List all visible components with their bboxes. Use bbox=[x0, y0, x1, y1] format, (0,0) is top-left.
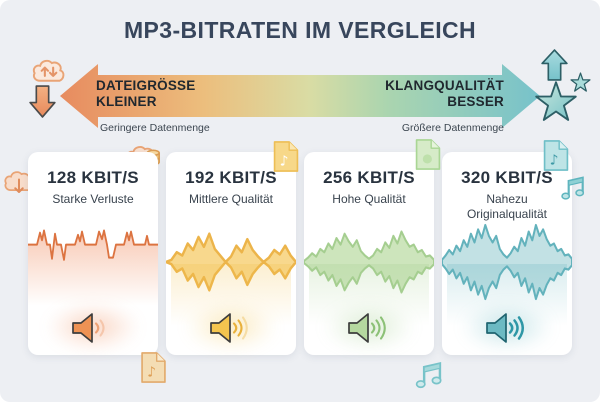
bitrate-card-128: 128 KBIT/S Starke Verluste bbox=[28, 152, 158, 355]
svg-text:♪: ♪ bbox=[280, 153, 289, 169]
down-block-arrow-icon bbox=[29, 85, 56, 118]
quality-label: Nahezu Originalqualität bbox=[466, 192, 548, 221]
speaker-glow bbox=[185, 304, 277, 350]
bitrate-card-256: 256 KBIT/S Hohe Qualität bbox=[304, 152, 434, 355]
quality-label: Starke Verluste bbox=[52, 192, 134, 206]
bitrate-value: 128 KBIT/S bbox=[47, 168, 139, 187]
music-note-teal-icon bbox=[561, 176, 585, 200]
speaker-glow bbox=[47, 304, 139, 350]
speaker-icon-3-waves-bold bbox=[486, 313, 524, 343]
star-big-icon bbox=[535, 81, 577, 121]
axis-sublabel-left: Geringere Datenmenge bbox=[100, 122, 210, 134]
speaker-icon-2-waves bbox=[210, 313, 248, 343]
bitrate-value: 320 KBIT/S bbox=[461, 168, 553, 187]
music-file-orange-icon: ♪ bbox=[141, 352, 166, 383]
up-block-arrow-icon bbox=[541, 49, 568, 81]
page-title: MP3-BITRATEN IM VERGLEICH bbox=[123, 17, 477, 43]
axis-label-left: DATEIGRÖSSE KLEINER bbox=[96, 78, 196, 109]
quality-label: Mittlere Qualität bbox=[188, 192, 274, 206]
music-file-green-icon bbox=[415, 139, 441, 170]
axis-label-right: KLANGQUALITÄT BESSER bbox=[385, 78, 504, 109]
waveform-320 bbox=[442, 223, 572, 301]
bitrate-card-192: 192 KBIT/S Mittlere Qualität bbox=[166, 152, 296, 355]
cloud-sync-icon bbox=[32, 59, 65, 82]
music-file-yellow-icon: ♪ bbox=[273, 141, 299, 172]
bitrate-card-320: 320 KBIT/S Nahezu Originalqualität bbox=[442, 152, 572, 355]
speaker-glow bbox=[323, 304, 415, 350]
svg-text:♪: ♪ bbox=[550, 152, 559, 168]
music-note-teal-bottom-icon bbox=[415, 361, 442, 389]
axis-sublabel-right: Größere Datenmenge bbox=[401, 122, 504, 134]
quality-label: Hohe Qualität bbox=[332, 192, 406, 206]
speaker-icon-3-waves bbox=[348, 313, 386, 343]
svg-text:♪: ♪ bbox=[147, 364, 156, 380]
speaker-icon-1-wave bbox=[72, 313, 105, 343]
gradient-arrow bbox=[60, 64, 540, 128]
bitrate-cards: 128 KBIT/S Starke Verluste 192 KBIT/S Mi… bbox=[28, 152, 572, 355]
speaker-glow bbox=[461, 304, 553, 350]
waveform-256 bbox=[304, 230, 434, 294]
bitrate-value: 192 KBIT/S bbox=[185, 168, 277, 187]
star-small-icon bbox=[570, 72, 591, 92]
waveform-128 bbox=[28, 229, 158, 306]
waveform-192 bbox=[166, 232, 296, 292]
bitrate-value: 256 KBIT/S bbox=[323, 168, 415, 187]
music-file-teal-icon: ♪ bbox=[543, 140, 569, 171]
